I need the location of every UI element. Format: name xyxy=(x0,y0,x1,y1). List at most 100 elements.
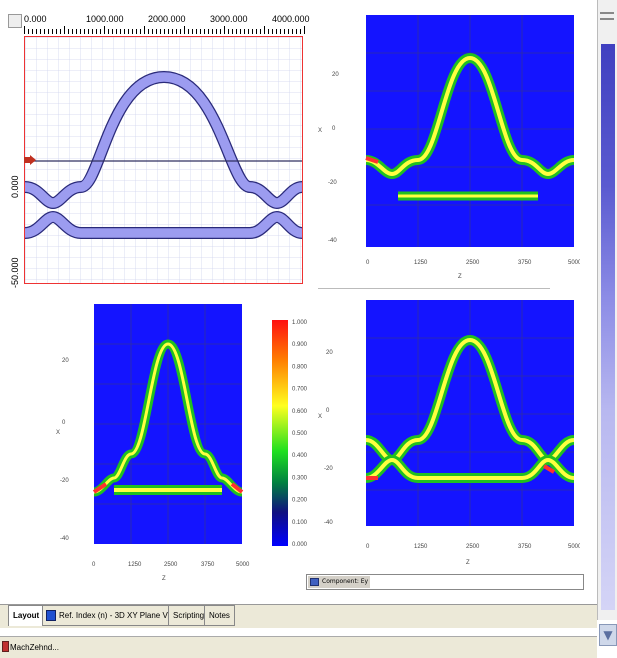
colorbar-label: 0.800 xyxy=(292,364,308,370)
colorbar-label: 0.600 xyxy=(292,409,308,415)
tab-scripting[interactable]: Scripting xyxy=(168,605,210,626)
x-axis-label: Z xyxy=(466,560,470,566)
layout-top-ruler: 0.000 1000.000 2000.000 3000.000 4000.00… xyxy=(24,10,310,36)
ruler-tick xyxy=(300,29,301,34)
scroll-thumb[interactable] xyxy=(601,44,615,610)
status-document-name[interactable]: MachZehnd... xyxy=(10,643,59,652)
field-plot: 0 1250 2500 3750 5000 20 0 -20 -40 Z X xyxy=(318,15,580,280)
ruler-tick xyxy=(148,29,149,34)
tab-notes[interactable]: Notes xyxy=(204,605,235,626)
ruler-tick xyxy=(172,29,173,34)
ruler-tick xyxy=(216,29,217,34)
y-tick: 20 xyxy=(326,350,333,356)
component-selector[interactable] xyxy=(306,574,584,590)
x-tick: 5000 xyxy=(236,562,250,568)
ruler-tick xyxy=(288,29,289,34)
x-tick: 0 xyxy=(92,562,96,568)
ruler-tick xyxy=(304,26,305,34)
divider xyxy=(318,288,550,289)
field-panel-bottom-right[interactable]: 0 1250 2500 3750 5000 20 0 -20 -40 Z X xyxy=(318,294,580,570)
y-tick: 0 xyxy=(326,408,330,414)
ruler-tick xyxy=(72,29,73,34)
ruler-tick xyxy=(152,29,153,34)
y-tick: -40 xyxy=(328,238,337,244)
ruler-label: 0.000 xyxy=(10,175,20,198)
ruler-tick xyxy=(100,29,101,34)
document-icon xyxy=(46,610,56,621)
tab-label: Ref. Index (n) - 3D XY Plane View xyxy=(59,611,180,620)
layout-canvas[interactable] xyxy=(24,36,304,284)
arrow-right-icon[interactable] xyxy=(24,155,36,165)
ruler-tick xyxy=(124,29,125,34)
field-plot: 0 1250 2500 3750 5000 20 0 -20 -40 Z X xyxy=(56,304,250,582)
ruler-tick xyxy=(240,29,241,34)
ruler-tick xyxy=(264,26,265,34)
ruler-tick xyxy=(224,26,225,34)
ruler-tick xyxy=(244,29,245,34)
colorbar-label: 0.300 xyxy=(292,475,308,481)
x-tick: 3750 xyxy=(518,544,532,550)
colorbar-label: 0.400 xyxy=(292,453,308,459)
colorbar: 1.000 0.900 0.800 0.700 0.600 0.500 0.400 0.300… xyxy=(270,318,322,550)
layout-left-ruler: 0.000 -50.000 xyxy=(8,36,24,288)
ruler-label: 2000.000 xyxy=(148,14,186,24)
field-panel-bottom-left[interactable]: 0 1250 2500 3750 5000 20 0 -20 -40 Z X xyxy=(56,294,256,584)
ruler-tick xyxy=(200,29,201,34)
ruler-tick xyxy=(280,29,281,34)
ruler-tick xyxy=(248,29,249,34)
arrow-down-icon[interactable]: ▼ xyxy=(599,624,617,646)
x-tick: 1250 xyxy=(414,260,428,266)
tab-layout[interactable]: Layout xyxy=(8,605,45,626)
ruler-label: -50.000 xyxy=(10,257,20,288)
component-icon xyxy=(310,578,319,586)
ruler-label: 1000.000 xyxy=(86,14,124,24)
layout-corner-button[interactable] xyxy=(8,14,22,28)
ruler-tick xyxy=(220,29,221,34)
field-plot: 0 1250 2500 3750 5000 20 0 -20 -40 Z X xyxy=(318,300,580,566)
y-tick: 20 xyxy=(62,358,69,364)
scroll-grip-icon xyxy=(600,12,614,14)
x-tick: 1250 xyxy=(414,544,428,550)
y-tick: 0 xyxy=(62,420,66,426)
ruler-tick xyxy=(268,29,269,34)
ruler-label: 3000.000 xyxy=(210,14,248,24)
tab-label: Scripting xyxy=(173,611,205,620)
ruler-tick xyxy=(84,29,85,34)
ruler-tick xyxy=(192,29,193,34)
y-axis-label: X xyxy=(318,414,322,420)
ruler-tick xyxy=(140,29,141,34)
ruler-tick xyxy=(168,29,169,34)
ruler-tick xyxy=(184,26,185,34)
colorbar-label: 0.000 xyxy=(292,542,308,548)
tab-ref-index[interactable]: Ref. Index (n) - 3D XY Plane View xyxy=(42,605,185,626)
x-tick: 5000 xyxy=(568,260,580,266)
x-tick: 1250 xyxy=(128,562,142,568)
ruler-tick xyxy=(260,29,261,34)
ruler-tick xyxy=(180,29,181,34)
x-tick: 0 xyxy=(366,260,370,266)
ruler-tick xyxy=(28,29,29,34)
ruler-tick xyxy=(176,29,177,34)
ruler-tick xyxy=(156,29,157,34)
ruler-tick xyxy=(108,29,109,34)
y-axis-label: X xyxy=(56,430,60,436)
ruler-tick xyxy=(56,29,57,34)
ruler-tick xyxy=(132,29,133,34)
ruler-label: 4000.000 xyxy=(272,14,310,24)
scroll-grip-icon xyxy=(600,18,614,20)
ruler-tick xyxy=(52,29,53,34)
colorbar-label: 0.900 xyxy=(292,342,308,348)
x-tick: 2500 xyxy=(466,544,480,550)
app-icon xyxy=(2,641,9,652)
ruler-tick xyxy=(188,29,189,34)
ruler-tick xyxy=(68,29,69,34)
x-tick: 3750 xyxy=(201,562,215,568)
ruler-tick xyxy=(40,29,41,34)
ruler-tick xyxy=(112,29,113,34)
x-tick: 3750 xyxy=(518,260,532,266)
field-panel-top-right[interactable]: 0 1250 2500 3750 5000 20 0 -20 -40 Z X xyxy=(318,10,580,280)
ruler-tick xyxy=(48,29,49,34)
ruler-tick xyxy=(256,29,257,34)
ruler-tick xyxy=(228,29,229,34)
x-tick: 5000 xyxy=(568,544,580,550)
